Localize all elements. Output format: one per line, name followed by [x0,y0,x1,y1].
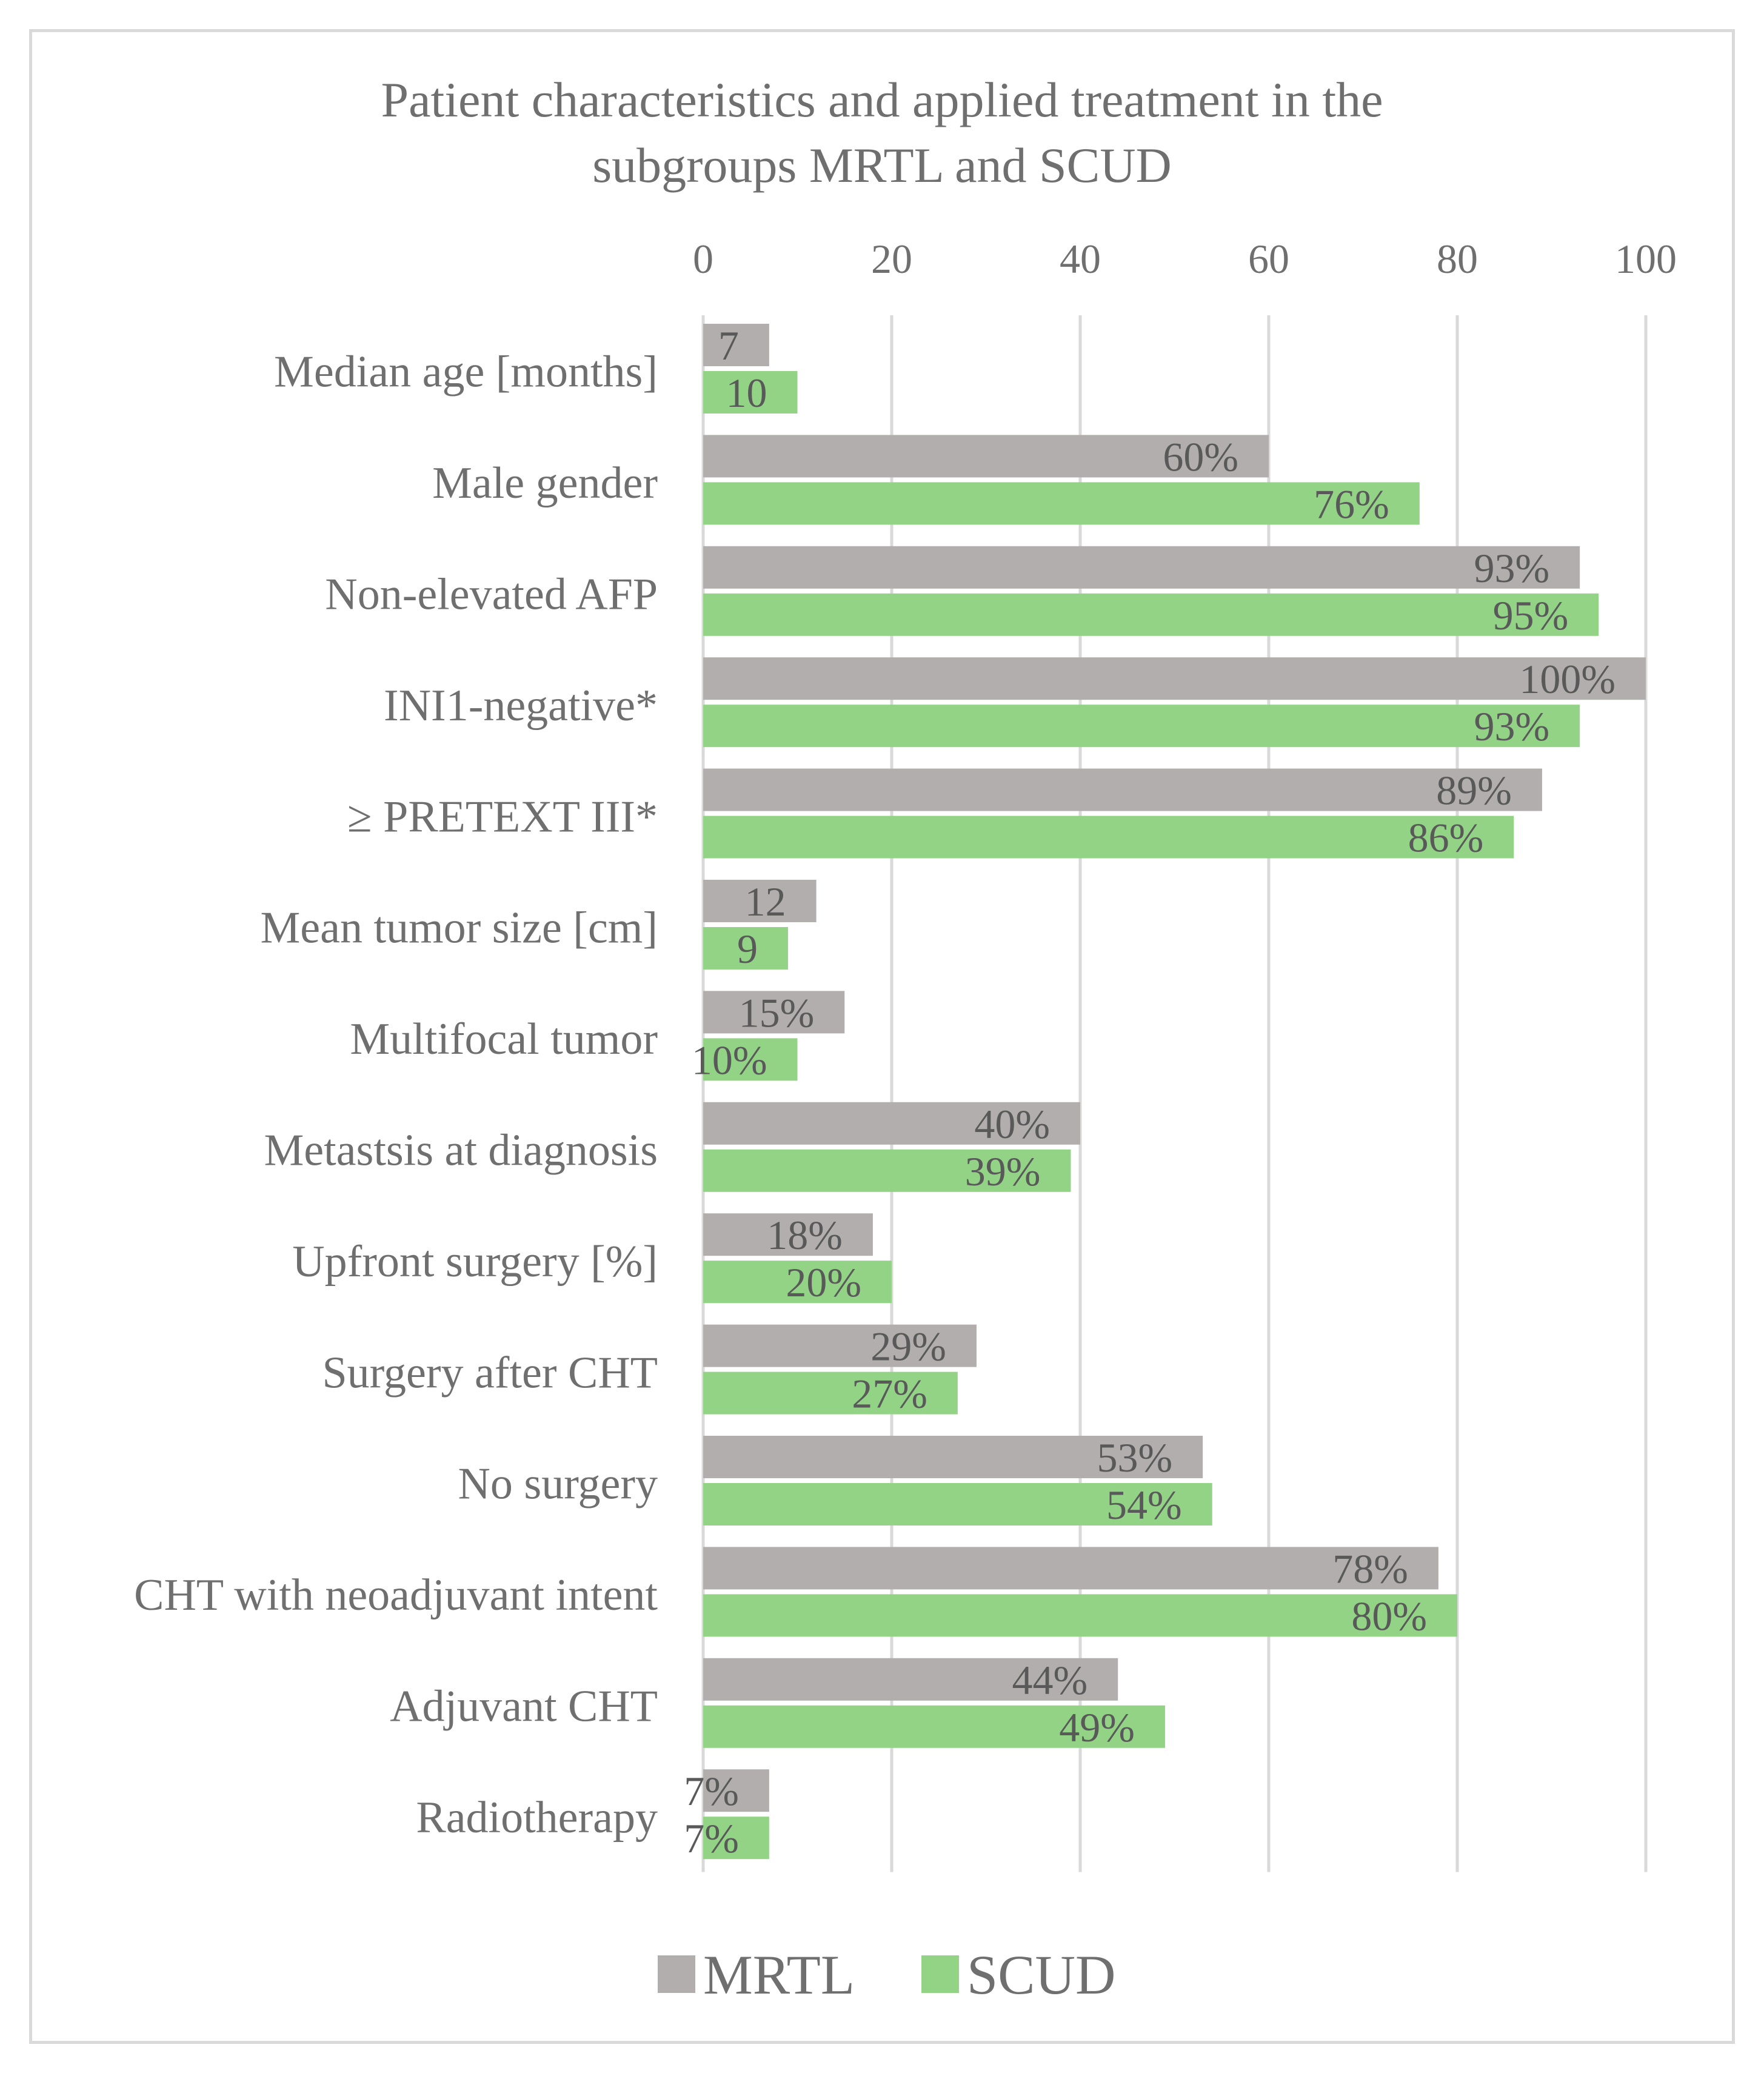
bar-scud [703,1149,1071,1192]
data-label-mrtl: 18% [767,1212,843,1258]
data-label-mrtl: 7% [684,1768,739,1814]
data-label-scud: 20% [786,1259,861,1305]
data-label-scud: 95% [1493,592,1569,638]
bar-mrtl [703,324,769,366]
data-label-mrtl: 12 [745,879,786,925]
data-label-scud: 10 [726,370,767,416]
data-label-mrtl: 40% [974,1101,1050,1147]
data-label-scud: 93% [1474,703,1549,749]
category-label: Metastsis at diagnosis [264,1126,658,1176]
bar-mrtl [703,1769,769,1812]
bar-scud [703,1705,1165,1748]
category-label: No surgery [458,1459,658,1509]
data-label-scud: 49% [1059,1704,1135,1750]
data-label-scud: 27% [852,1371,927,1417]
bar-mrtl [703,880,817,922]
category-labels: Median age [months] Male gender Non-elevat… [134,347,658,1843]
bar-mrtl [703,1324,977,1367]
bar-scud [703,371,798,414]
data-label-mrtl: 60% [1163,434,1238,480]
bar-mrtl [703,1436,1203,1478]
legend: MRTL SCUD [658,1944,1115,2006]
category-label: CHT with neoadjuvant intent [134,1570,658,1620]
data-label-mrtl: 44% [1012,1657,1088,1703]
x-axis-ticks: 0 20 40 60 80 100 [693,236,1677,282]
data-label-mrtl: 53% [1097,1435,1172,1481]
data-label-mrtl: 93% [1474,545,1549,591]
bar-mrtl [703,546,1580,589]
bar-mrtl [703,657,1646,700]
bar-scud [703,593,1599,636]
bar-scud [703,815,1514,859]
category-label: Adjuvant CHT [390,1682,658,1732]
x-tick-label: 100 [1615,236,1677,282]
data-label-scud: 54% [1106,1482,1182,1528]
category-label: Upfront surgery [%] [292,1237,658,1287]
bar-scud [703,1038,798,1081]
bar-scud [703,705,1580,748]
data-label-scud: 10% [692,1037,767,1083]
category-label: Surgery after CHT [322,1348,658,1398]
bar-scud [703,1594,1457,1637]
bar-scud [703,927,788,970]
x-tick-label: 20 [871,236,912,282]
data-label-mrtl: 7 [718,323,739,369]
category-label: Non-elevated AFP [325,570,658,620]
data-label-mrtl: 29% [870,1324,946,1370]
data-label-scud: 9 [737,926,758,972]
x-tick-label: 60 [1248,236,1289,282]
data-labels: 760%93%100%89%1215%40%18%29%53%78%44%7%1… [684,323,1615,1861]
bar-scud [703,1483,1212,1525]
x-tick-label: 0 [693,236,713,282]
bar-scud [703,1817,769,1860]
bar-mrtl [703,1213,873,1256]
chart-title-line-2: subgroups MRTL and SCUD [592,138,1172,193]
category-label: Multifocal tumor [350,1014,658,1064]
category-label: INI1-negative* [384,681,658,731]
bar-mrtl [703,768,1542,811]
data-label-mrtl: 78% [1332,1546,1408,1592]
data-label-scud: 76% [1314,481,1389,527]
category-label: Male gender [432,458,658,508]
category-label: Radiotherapy [416,1793,658,1843]
data-label-mrtl: 15% [739,990,815,1036]
data-label-scud: 86% [1408,815,1484,861]
chart-title-line-1: Patient characteristics and applied trea… [381,72,1383,127]
category-label: Median age [months] [274,347,658,397]
legend-swatch-scud [921,1955,959,1993]
x-tick-label: 40 [1060,236,1101,282]
bar-mrtl [703,1658,1118,1701]
bar-scud [703,1371,958,1415]
bar-mrtl [703,1547,1438,1590]
bar-scud [703,482,1420,525]
legend-swatch-mrtl [658,1955,695,1993]
category-label: ≥ PRETEXT III* [347,792,658,842]
bars [703,324,1646,1860]
category-label: Mean tumor size [cm] [261,903,658,953]
bar-mrtl [703,435,1269,478]
legend-label-scud: SCUD [967,1944,1115,2006]
legend-label-mrtl: MRTL [703,1944,855,2006]
data-label-mrtl: 89% [1436,768,1512,814]
data-label-scud: 7% [684,1815,739,1861]
data-label-scud: 39% [965,1148,1041,1194]
bar-mrtl [703,991,845,1034]
chart-title: Patient characteristics and applied trea… [381,72,1383,193]
bar-mrtl [703,1102,1080,1145]
bar-scud [703,1261,892,1304]
x-tick-label: 80 [1437,236,1478,282]
data-label-scud: 80% [1351,1593,1427,1639]
data-label-mrtl: 100% [1519,656,1615,702]
